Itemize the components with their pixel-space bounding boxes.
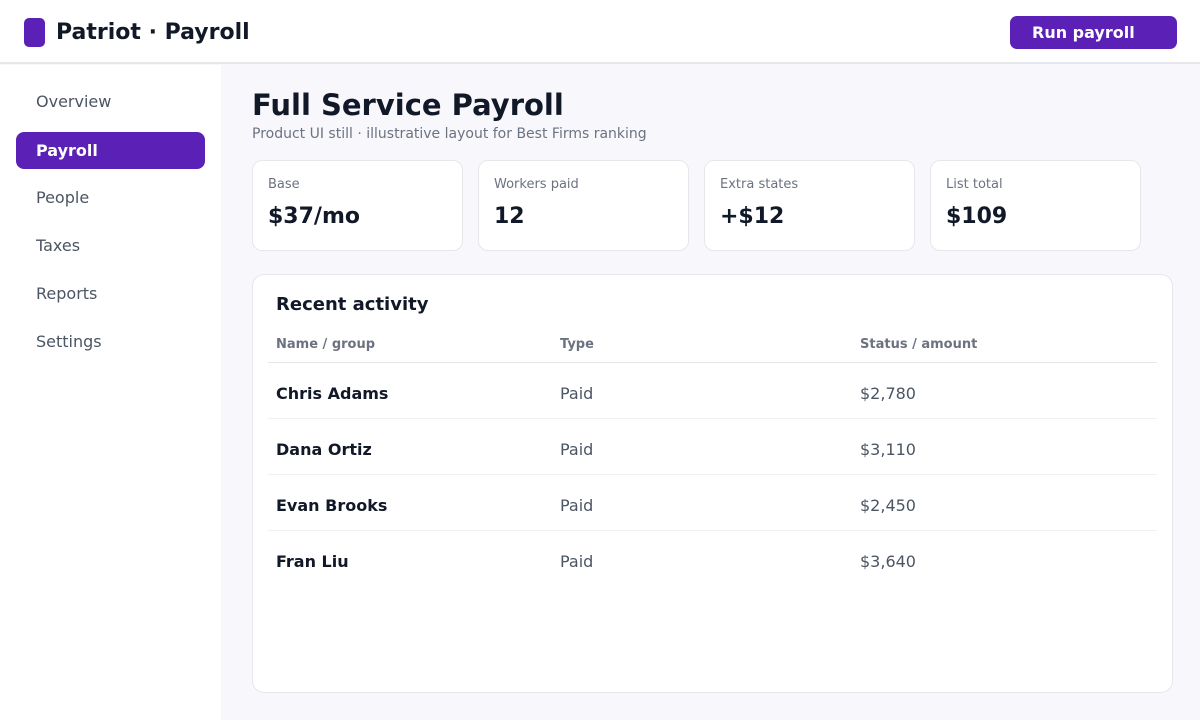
sidebar-item-taxes[interactable]: Taxes bbox=[36, 236, 81, 255]
column-header-name: Name / group bbox=[276, 337, 376, 352]
stat-card-base: Base $37/mo bbox=[252, 160, 463, 251]
logo-icon bbox=[24, 18, 45, 47]
stat-value: $37/mo bbox=[268, 204, 360, 229]
column-header-type: Type bbox=[560, 337, 594, 352]
page-subtitle: Product UI still · illustrative layout f… bbox=[252, 126, 647, 142]
stat-label: Extra states bbox=[720, 177, 799, 192]
top-bar: Patriot · Payroll Run payroll bbox=[0, 0, 1200, 64]
sidebar-item-reports[interactable]: Reports bbox=[36, 284, 98, 303]
row-name: Evan Brooks bbox=[276, 496, 388, 515]
stat-label: List total bbox=[946, 177, 1003, 192]
stat-label: Base bbox=[268, 177, 300, 192]
run-payroll-button[interactable]: Run payroll bbox=[1010, 16, 1177, 49]
divider bbox=[268, 474, 1157, 475]
stat-card-list-total: List total $109 bbox=[930, 160, 1141, 251]
stat-card-extra-states: Extra states +$12 bbox=[704, 160, 915, 251]
app-title: Patriot · Payroll bbox=[56, 20, 250, 45]
row-type: Paid bbox=[560, 496, 594, 515]
stat-value: 12 bbox=[494, 204, 525, 229]
page-title: Full Service Payroll bbox=[252, 88, 564, 122]
row-name: Fran Liu bbox=[276, 552, 349, 571]
row-amount: $3,110 bbox=[860, 440, 916, 459]
row-name: Chris Adams bbox=[276, 384, 389, 403]
row-amount: $2,450 bbox=[860, 496, 916, 515]
row-type: Paid bbox=[560, 552, 594, 571]
row-name: Dana Ortiz bbox=[276, 440, 372, 459]
divider bbox=[268, 530, 1157, 531]
sidebar-item-payroll[interactable]: Payroll bbox=[16, 132, 205, 169]
stat-label: Workers paid bbox=[494, 177, 579, 192]
stat-value: +$12 bbox=[720, 204, 785, 229]
stat-value: $109 bbox=[946, 204, 1008, 229]
stat-card-workers-paid: Workers paid 12 bbox=[478, 160, 689, 251]
table-row[interactable]: Evan Brooks Paid $2,450 bbox=[268, 475, 1157, 531]
sidebar-item-settings[interactable]: Settings bbox=[36, 332, 102, 351]
panel-title: Recent activity bbox=[276, 294, 429, 315]
table-row[interactable]: Chris Adams Paid $2,780 bbox=[268, 363, 1157, 419]
row-type: Paid bbox=[560, 384, 594, 403]
table-row[interactable]: Fran Liu Paid $3,640 bbox=[268, 531, 1157, 587]
column-header-status: Status / amount bbox=[860, 337, 978, 352]
sidebar-item-people[interactable]: People bbox=[36, 188, 90, 207]
row-amount: $2,780 bbox=[860, 384, 916, 403]
recent-activity-panel: Recent activity Name / group Type Status… bbox=[252, 274, 1173, 693]
row-amount: $3,640 bbox=[860, 552, 916, 571]
sidebar-item-overview[interactable]: Overview bbox=[36, 92, 112, 111]
sidebar: Overview Payroll People Taxes Reports Se… bbox=[0, 65, 221, 720]
divider bbox=[268, 362, 1157, 363]
divider bbox=[268, 418, 1157, 419]
row-type: Paid bbox=[560, 440, 594, 459]
table-row[interactable]: Dana Ortiz Paid $3,110 bbox=[268, 419, 1157, 475]
